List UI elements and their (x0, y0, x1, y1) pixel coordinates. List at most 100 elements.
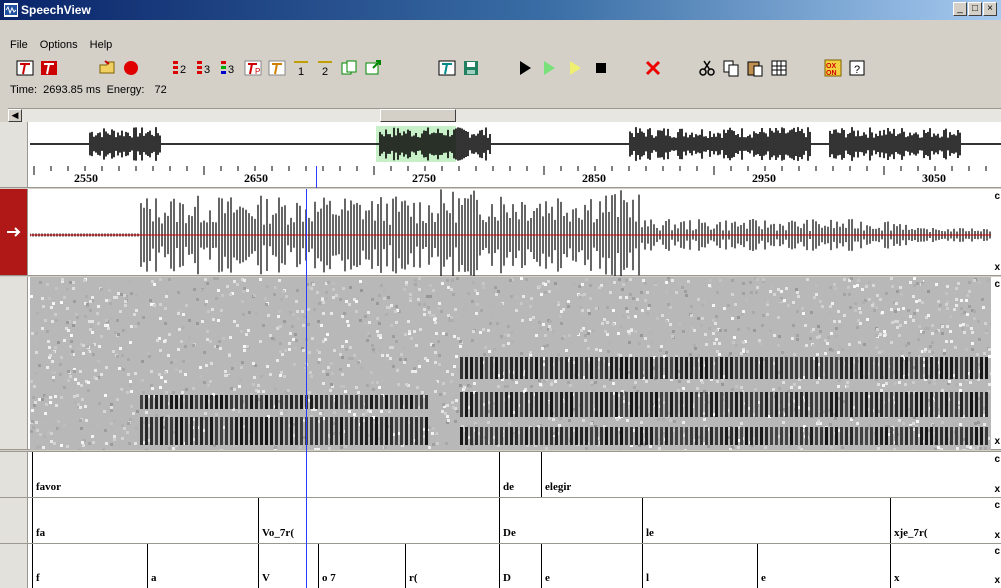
tier-label[interactable]: xje_7r( (894, 527, 928, 539)
tier-label[interactable]: favor (36, 481, 62, 493)
play-selection-icon[interactable] (538, 57, 560, 79)
tier-label[interactable]: fa (36, 527, 46, 539)
tier-2-icon[interactable]: 2 (314, 57, 336, 79)
spec-c-icon[interactable]: c (994, 279, 1000, 290)
tier2-icon[interactable]: 2 (170, 57, 192, 79)
time-label: Time: (10, 84, 38, 96)
time-ruler: 2550 2650 2750 2850 2950 3050 (0, 166, 1001, 188)
time-value: 2693.85 ms (43, 84, 101, 96)
overview-side-panel (0, 122, 28, 166)
tier-phones[interactable]: f a V o 7 r( D e l e x c x (0, 543, 1001, 588)
tier-label[interactable]: Vo_7r( (262, 527, 294, 539)
tier-label[interactable]: De (503, 527, 516, 539)
save-icon[interactable] (460, 57, 482, 79)
energy-value: 72 (154, 84, 167, 96)
tier-c-icon[interactable]: c (994, 454, 1000, 465)
svg-text:1: 1 (298, 66, 304, 78)
close-window-button[interactable]: × (983, 2, 997, 16)
svg-text:ON: ON (826, 70, 837, 77)
svg-text:P: P (255, 67, 260, 76)
tier-close-icon[interactable]: x (994, 484, 1000, 495)
energy-label: Energy: (106, 84, 145, 96)
spectrogram-side-panel (0, 277, 28, 449)
ruler-label-2750: 2750 (412, 171, 436, 185)
tier-label[interactable]: e (545, 572, 550, 584)
save-label-icon[interactable] (436, 57, 458, 79)
play-to-cursor-icon[interactable] (564, 57, 586, 79)
scroll-thumb[interactable] (380, 109, 456, 122)
maximize-button[interactable]: □ (968, 2, 982, 16)
tier-label[interactable]: o 7 (322, 572, 336, 584)
tier-words[interactable]: favor de elegir c x (0, 451, 1001, 497)
tier-label[interactable]: f (36, 572, 40, 584)
cut-icon[interactable] (696, 57, 718, 79)
delete-icon[interactable] (642, 57, 664, 79)
playback-cursor[interactable] (306, 189, 307, 588)
ruler-label-2950: 2950 (752, 171, 776, 185)
menu-file[interactable]: File (10, 39, 28, 51)
svg-text:OX: OX (826, 63, 836, 70)
play-icon[interactable] (514, 57, 536, 79)
ruler-ticks-svg (33, 166, 987, 175)
tier-words-side (0, 452, 28, 497)
tier-label[interactable]: elegir (545, 481, 572, 493)
export-icon[interactable] (362, 57, 384, 79)
paste-icon[interactable] (744, 57, 766, 79)
panel-c-icon[interactable]: c (994, 191, 1000, 202)
tier3-icon[interactable]: 3 (194, 57, 216, 79)
tier-close-icon[interactable]: x (994, 575, 1000, 586)
copy-region-icon[interactable] (338, 57, 360, 79)
pitch-icon[interactable]: P (242, 57, 264, 79)
spectrogram-svg (30, 277, 991, 450)
menu-help[interactable]: Help (89, 39, 113, 51)
remove-label-icon[interactable] (38, 57, 60, 79)
minimize-button[interactable]: _ (953, 2, 967, 16)
grid-icon[interactable] (768, 57, 790, 79)
title-bar: SpeechView _ □ × (0, 0, 1001, 20)
tier-label[interactable]: x (894, 572, 900, 584)
copy-icon[interactable] (720, 57, 742, 79)
overview-waveform[interactable] (0, 122, 1001, 166)
svg-text:2: 2 (180, 64, 186, 76)
stop-icon[interactable] (590, 57, 612, 79)
status-bar: Time: 2693.85 ms Energy: 72 (10, 84, 167, 98)
label-icon[interactable] (14, 57, 36, 79)
window-title: SpeechView (21, 3, 91, 17)
tier-1-icon[interactable]: 1 (290, 57, 312, 79)
record-icon[interactable] (120, 57, 142, 79)
tier-c-icon[interactable]: c (994, 546, 1000, 557)
ruler-cursor (316, 166, 317, 188)
tier-label[interactable]: de (503, 481, 514, 493)
formant-icon[interactable] (266, 57, 288, 79)
panel-close-icon[interactable]: x (994, 262, 1000, 273)
ruler-label-2850: 2850 (582, 171, 606, 185)
tier-label[interactable]: le (646, 527, 654, 539)
tier-syllables[interactable]: fa Vo_7r( De le xje_7r( c x (0, 497, 1001, 543)
ruler-label-2550: 2550 (74, 171, 98, 185)
tier-label[interactable]: e (761, 572, 766, 584)
waveform-marker[interactable] (0, 189, 28, 275)
tier-label[interactable]: r( (409, 572, 418, 584)
spec-close-icon[interactable]: x (994, 436, 1000, 447)
tier-label[interactable]: V (262, 572, 270, 584)
menu-options[interactable]: Options (39, 39, 78, 51)
ruler-side-panel (0, 166, 28, 187)
onoff-icon[interactable]: OX ON (822, 57, 844, 79)
scroll-left-arrow-icon[interactable]: ◀ (8, 109, 22, 122)
tier-close-icon[interactable]: x (994, 530, 1000, 541)
tier-label[interactable]: D (503, 572, 511, 584)
help-icon[interactable]: ? (846, 57, 868, 79)
app-icon (4, 3, 18, 17)
horizontal-scrollbar[interactable]: ◀ (8, 108, 1001, 122)
open-icon[interactable] (96, 57, 118, 79)
svg-text:2: 2 (322, 66, 328, 78)
tier-label[interactable]: a (151, 572, 157, 584)
ruler-label-3050: 3050 (922, 171, 946, 185)
overview-wave-svg (30, 127, 1001, 161)
tier3-color-icon[interactable]: 3 (218, 57, 240, 79)
tier-c-icon[interactable]: c (994, 500, 1000, 511)
ruler-label-2650: 2650 (244, 171, 268, 185)
tier-label[interactable]: l (646, 572, 650, 584)
